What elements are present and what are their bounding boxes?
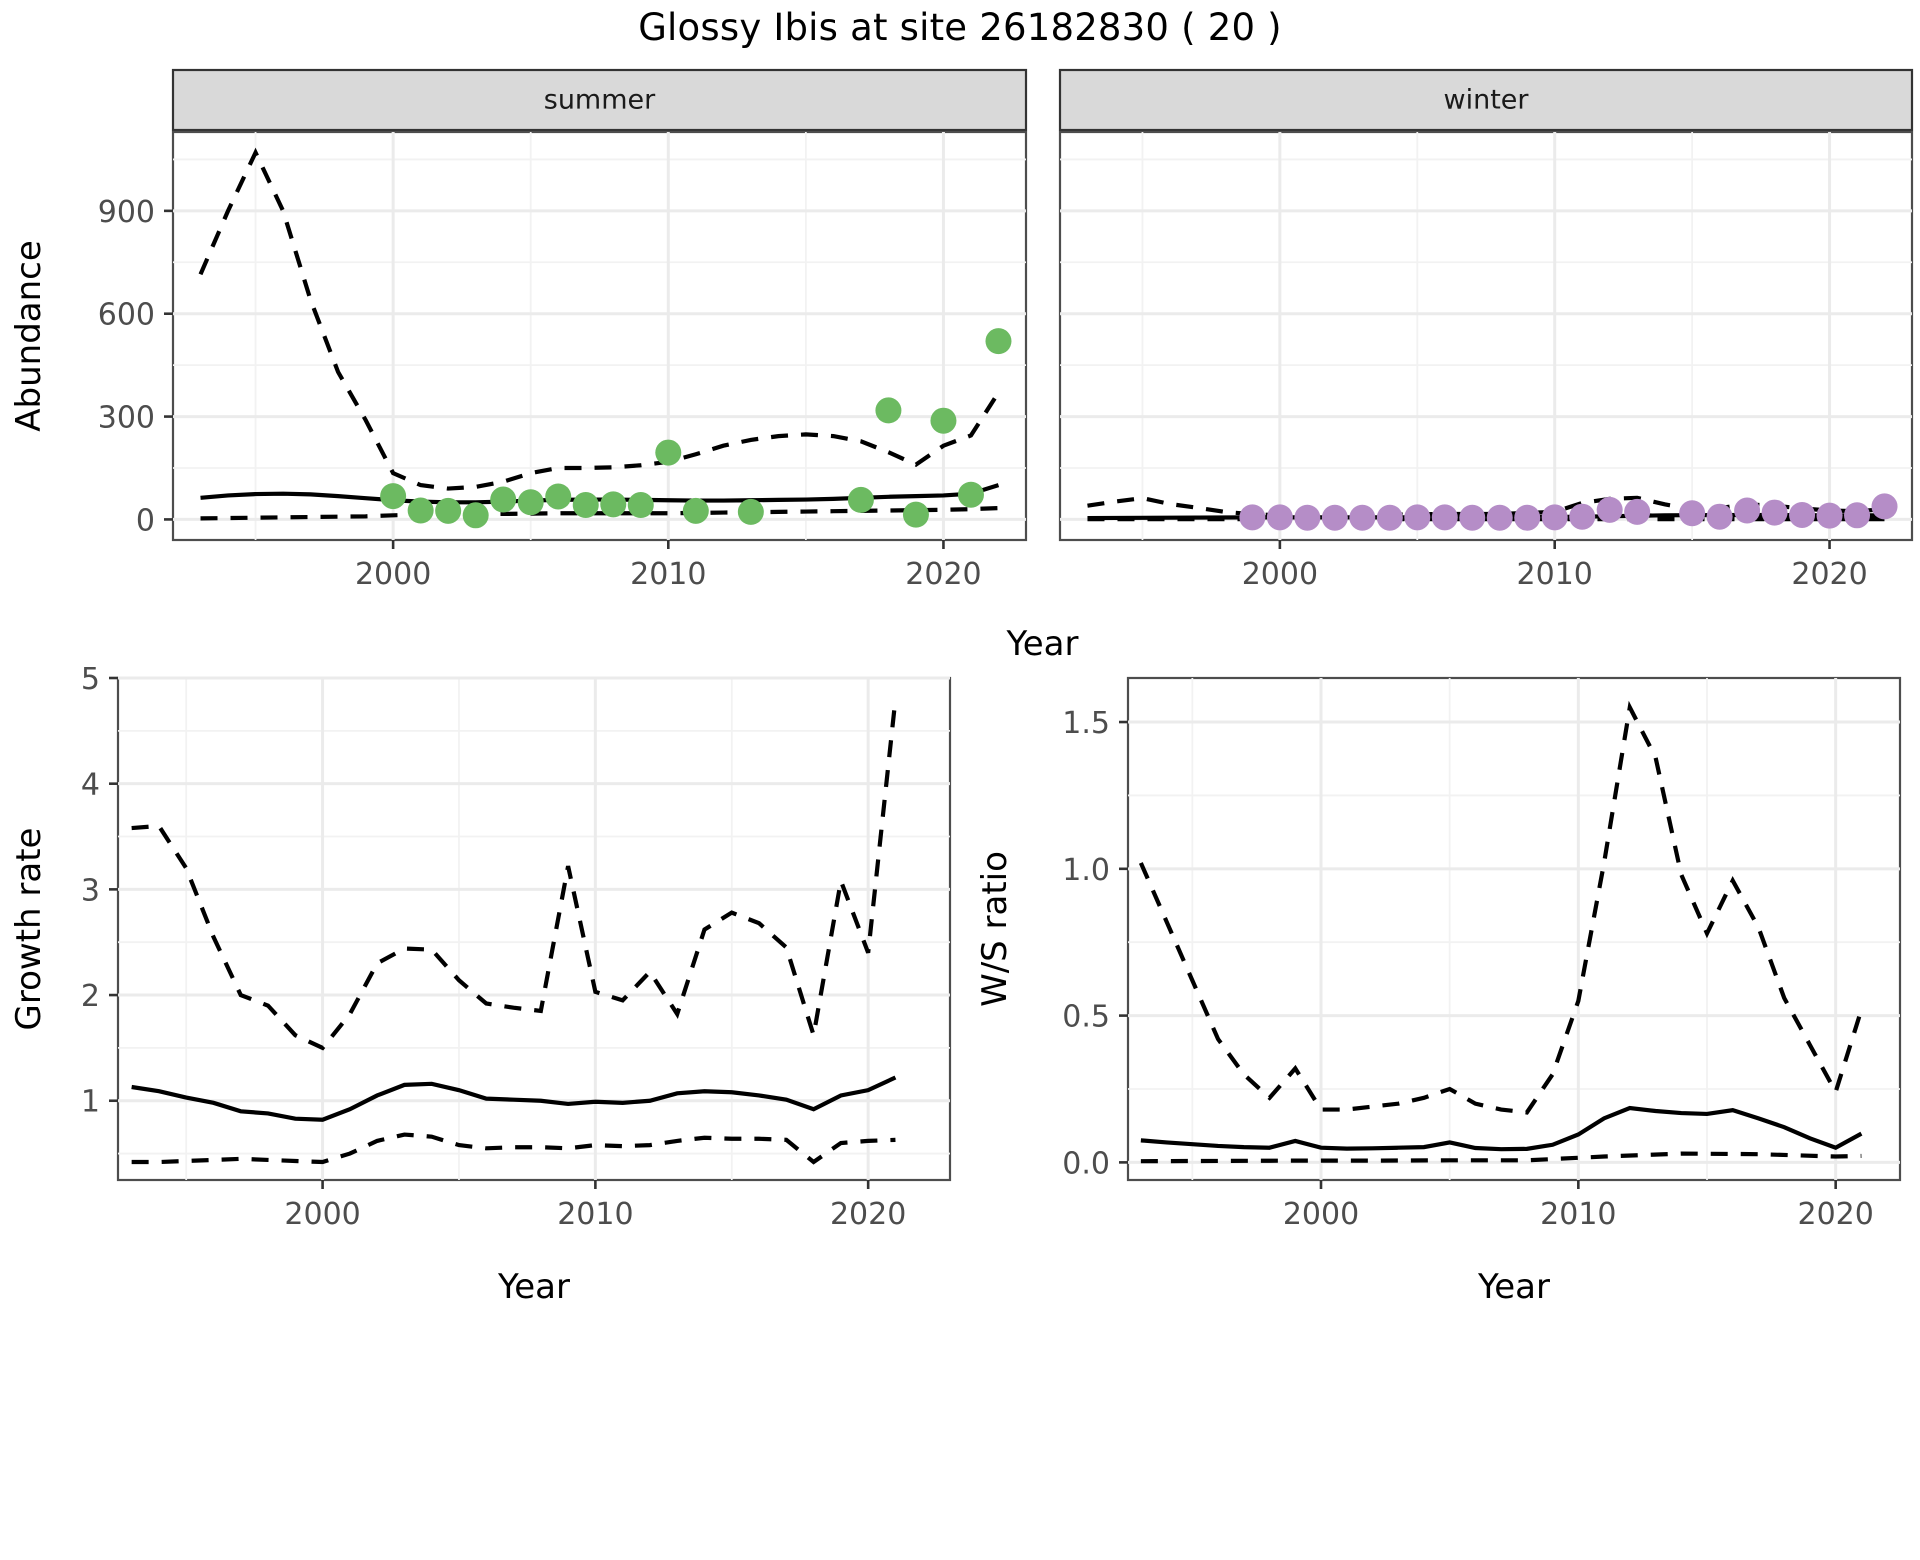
ws-ratio-bg — [1126, 676, 1902, 1182]
median-line — [1140, 1105, 1863, 1152]
data-point — [572, 492, 599, 519]
data-point — [985, 328, 1012, 355]
panel-winter-data — [1087, 493, 1898, 531]
data-point — [1266, 504, 1293, 531]
x-tick-label: 2010 — [557, 1197, 633, 1232]
y-tick-label: 0.5 — [1062, 1000, 1110, 1035]
abundance-facet-plot: summer 2000 2010 2020 winter 2000 2010 2020 0 300… — [9, 68, 1914, 664]
data-point — [957, 481, 984, 508]
x-tick-label: 2000 — [284, 1197, 360, 1232]
y-tick-label: 1 — [81, 1085, 100, 1120]
growth-rate-data — [131, 698, 898, 1165]
ws-ratio-data — [1138, 700, 1864, 1164]
y-tick-label: 1.5 — [1062, 706, 1110, 741]
x-tick-label: 2000 — [1283, 1197, 1359, 1232]
y-axis-title: Abundance — [9, 240, 49, 432]
x-tick-label: 2020 — [905, 557, 981, 592]
y-tick-label: 5 — [81, 662, 100, 697]
data-point — [1706, 503, 1733, 530]
data-point — [737, 498, 764, 525]
data-point — [1816, 502, 1843, 529]
x-tick-label: 2010 — [1540, 1197, 1616, 1232]
data-point — [490, 486, 517, 513]
x-axis-title: Year — [497, 1267, 570, 1307]
data-point — [1569, 503, 1596, 530]
data-point — [380, 483, 407, 510]
y-tick-label: 4 — [81, 768, 100, 803]
upper-line — [1138, 700, 1864, 1115]
growth-rate-bg — [116, 676, 952, 1182]
data-point — [517, 489, 544, 516]
x-tick-label: 2020 — [1797, 1197, 1873, 1232]
winter-label: winter — [1444, 85, 1530, 116]
data-point — [1541, 504, 1568, 531]
x-tick-label: 2020 — [1791, 557, 1867, 592]
data-point — [847, 486, 874, 513]
x-axis-title: Year — [1006, 624, 1079, 664]
summer-strip — [171, 68, 1028, 132]
y-tick-label: 0.0 — [1062, 1146, 1110, 1181]
y-tick-label: 2 — [81, 979, 100, 1014]
y-tick-label: 0 — [136, 503, 155, 538]
data-point — [1734, 497, 1761, 524]
growth-rate-plot: 2000 2010 2020 1 2 3 4 5 Growth rate Year — [9, 662, 952, 1307]
data-point — [1321, 504, 1348, 531]
x-axis-title: Year — [1477, 1267, 1550, 1307]
data-point — [1514, 504, 1541, 531]
data-point — [627, 492, 654, 519]
panel-summer-bg — [171, 130, 1028, 542]
x-tick-label: 2010 — [630, 557, 706, 592]
data-point — [1871, 493, 1898, 520]
data-point — [1349, 504, 1376, 531]
data-point — [1376, 504, 1403, 531]
data-point — [435, 497, 462, 524]
data-point — [1294, 504, 1321, 531]
figure-title: Glossy Ibis at site 26182830 ( 20 ) — [638, 6, 1282, 49]
median-line — [131, 1075, 897, 1122]
data-point — [1404, 504, 1431, 531]
ws-ratio-plot: 2000 2010 2020 0.0 0.5 1.0 1.5 W/S ratio Year — [975, 676, 1902, 1307]
data-point — [930, 407, 957, 434]
data-point — [1459, 504, 1486, 531]
winter-strip — [1058, 68, 1914, 132]
data-point — [682, 497, 709, 524]
data-point — [545, 483, 572, 510]
x-tick-label: 2020 — [830, 1197, 906, 1232]
data-point — [1624, 498, 1651, 525]
panel-summer-data — [198, 147, 1012, 529]
lower-line — [1140, 1151, 1862, 1164]
data-point — [1844, 502, 1871, 529]
panel-summer: summer 2000 2010 2020 — [171, 68, 1028, 592]
data-point — [1596, 496, 1623, 523]
x-tick-label: 2010 — [1517, 557, 1593, 592]
data-point — [655, 439, 682, 466]
data-point — [902, 501, 929, 528]
data-point — [1761, 499, 1788, 526]
ci-upper-line — [198, 147, 1001, 491]
panel-winter-bg — [1058, 130, 1914, 542]
y-tick-label: 600 — [98, 298, 155, 333]
data-point — [600, 491, 627, 518]
data-point — [1486, 504, 1513, 531]
data-point — [875, 397, 902, 424]
y-tick-label: 1.0 — [1062, 853, 1110, 888]
upper-line — [131, 698, 898, 1051]
data-point — [1679, 500, 1706, 527]
data-point — [407, 497, 434, 524]
y-tick-label: 3 — [81, 873, 100, 908]
y-tick-label: 900 — [98, 195, 155, 230]
data-point — [1789, 501, 1816, 528]
panel-winter: winter 2000 2010 2020 — [1058, 68, 1914, 592]
data-point — [1239, 504, 1266, 531]
lower-line — [131, 1132, 896, 1165]
x-tick-label: 2000 — [355, 557, 431, 592]
data-point — [462, 502, 489, 529]
y-axis-title: W/S ratio — [975, 851, 1015, 1007]
x-tick-label: 2000 — [1242, 557, 1318, 592]
summer-label: summer — [544, 85, 656, 116]
data-point — [1431, 504, 1458, 531]
y-axis-title: Growth rate — [9, 828, 49, 1031]
y-tick-label: 300 — [98, 401, 155, 436]
